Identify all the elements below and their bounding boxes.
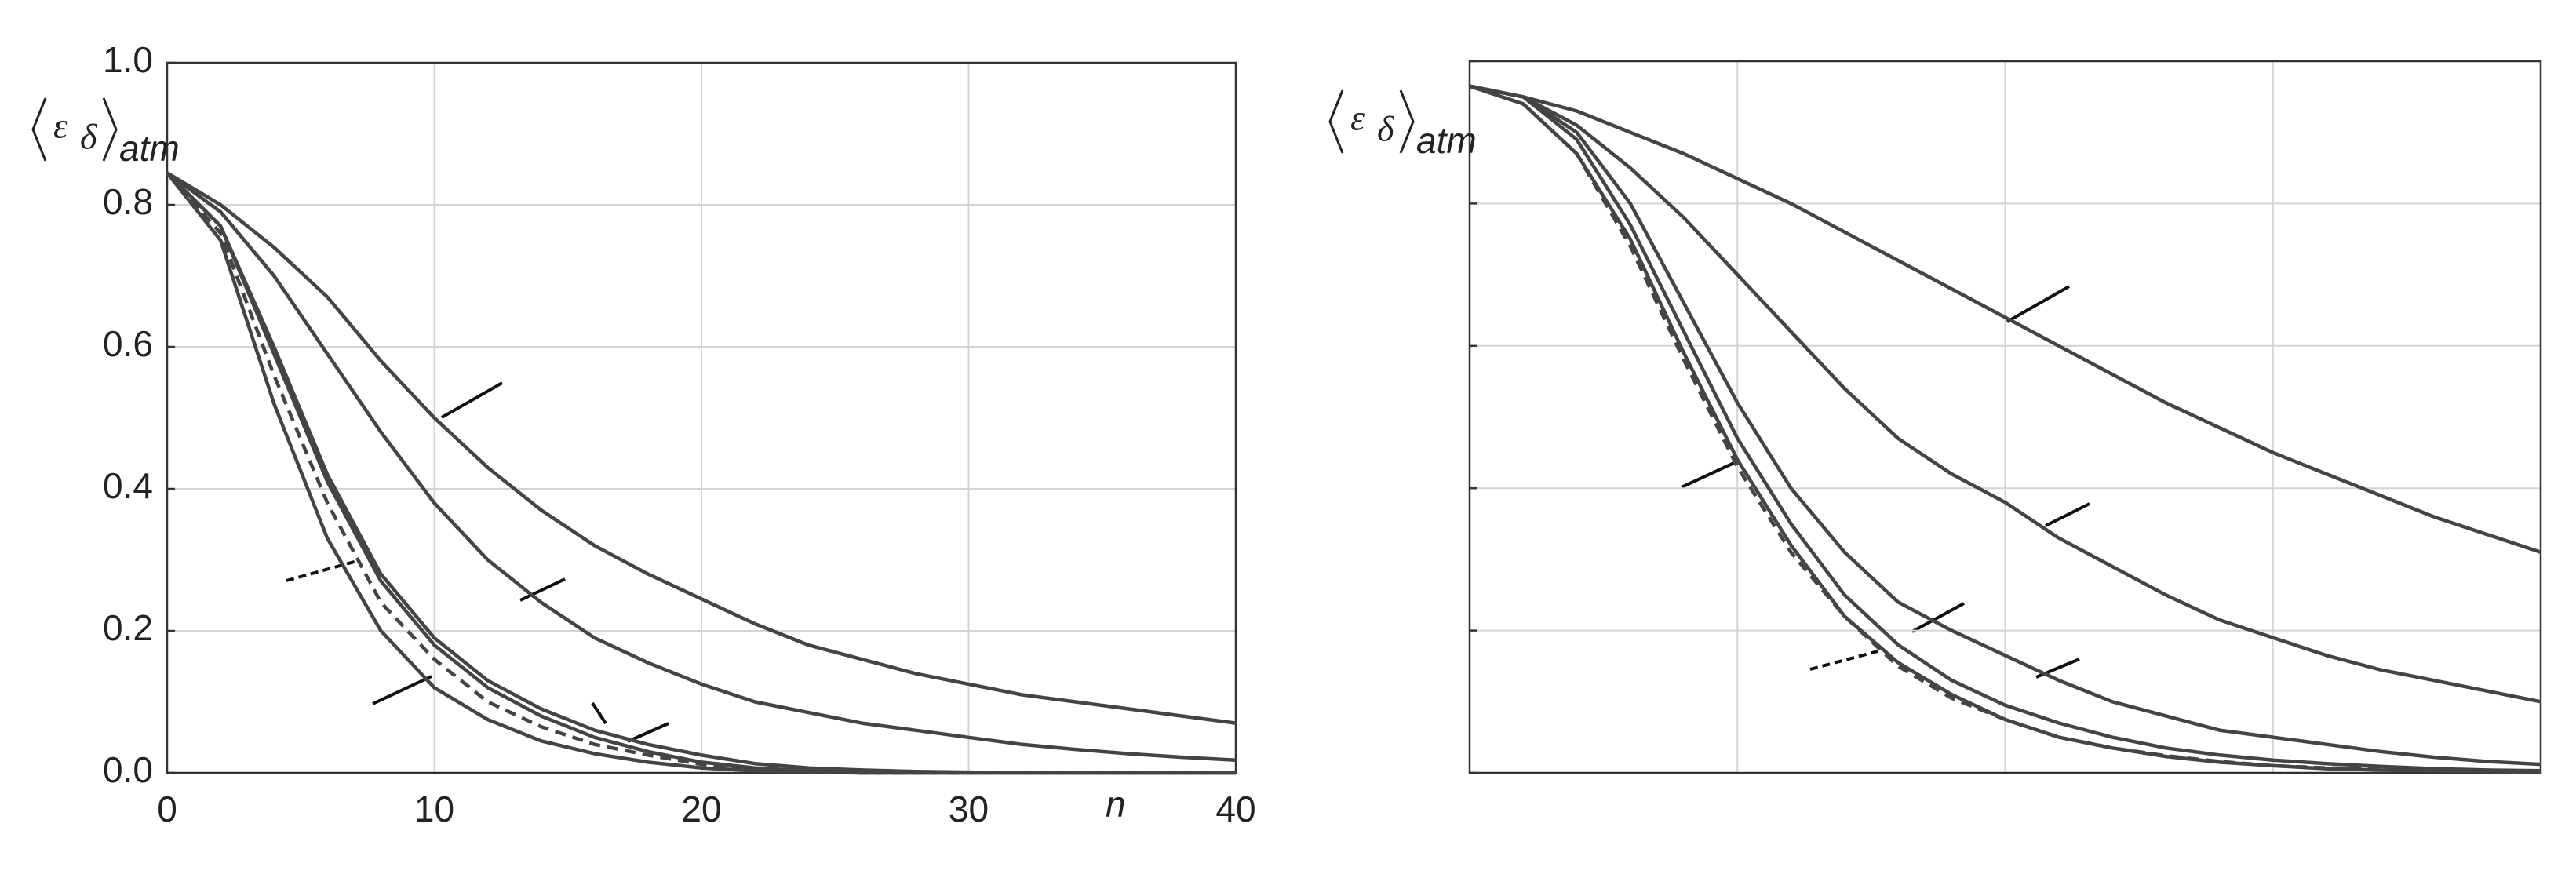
y-tick-label: 0.8: [103, 181, 153, 222]
leader-lines: [286, 285, 2090, 743]
y-axis-label: ε δ atm: [1328, 89, 1477, 161]
y-tick-label: 1.0: [103, 39, 153, 80]
plot-frame: [1468, 60, 2542, 774]
data-line: [1469, 84, 2541, 773]
data-line: [166, 171, 1236, 775]
x-tick-label: 20: [681, 789, 721, 829]
data-line: [166, 171, 1237, 762]
y-label-sub: δ: [80, 117, 97, 157]
x-tick-label: 10: [414, 789, 454, 829]
bracket: [1399, 89, 1415, 154]
leader: [2045, 502, 2090, 527]
bracket: [31, 97, 47, 162]
y-axis-label: ε δ atm: [31, 97, 180, 169]
y-label-index: atm: [1416, 120, 1477, 161]
leader: [591, 701, 607, 725]
data-line: [1469, 84, 2541, 704]
leader: [1809, 650, 1878, 671]
y-tick-label: 0.6: [103, 323, 153, 364]
data-line: [1469, 84, 2541, 774]
chart: 0 10 20 30 40 0.0 0.2 0.4 0.6 0.8 1.0 ε δ atm n: [31, 39, 1256, 829]
chart: ε δ atm: [1328, 60, 2542, 774]
data-line: [1469, 84, 2541, 774]
leader: [627, 722, 669, 743]
x-tick-label: 0: [157, 789, 177, 829]
y-tick-label: 0.4: [103, 465, 153, 506]
leader: [441, 381, 503, 419]
y-label-index: atm: [119, 128, 180, 169]
x-tick-label: 40: [1215, 789, 1255, 829]
bracket: [1328, 89, 1344, 154]
y-tick-label: 0.2: [103, 607, 153, 648]
bracket: [102, 97, 118, 162]
leader: [1681, 461, 1736, 489]
leader: [519, 577, 566, 602]
data-line: [166, 171, 1237, 725]
x-tick-label: 30: [949, 789, 989, 829]
y-tick-label: 0.0: [103, 749, 153, 790]
data-line: [1469, 84, 2541, 767]
plot-frame: [166, 61, 1237, 774]
leader: [1911, 602, 1965, 633]
x-axis-label: n: [1106, 784, 1126, 825]
y-label-symbol: ε: [1350, 98, 1365, 138]
data-line: [1469, 84, 2541, 554]
leader: [372, 675, 432, 705]
leader: [2006, 285, 2070, 323]
y-label-symbol: ε: [53, 106, 68, 146]
y-label-sub: δ: [1377, 109, 1394, 149]
